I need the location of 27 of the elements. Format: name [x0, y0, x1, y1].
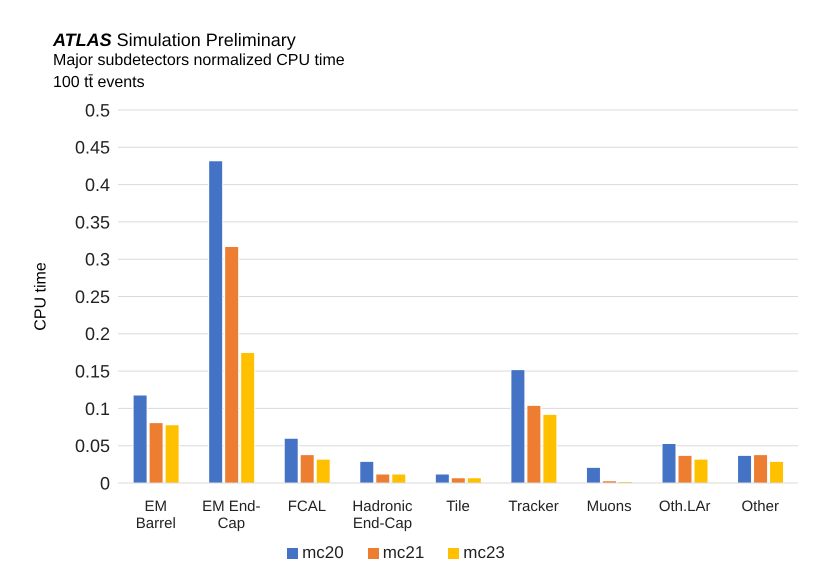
x-tick-label: FCAL	[288, 498, 326, 515]
legend-label: mc21	[382, 543, 424, 562]
legend-label: mc20	[302, 543, 344, 562]
x-tick-label: Other	[741, 498, 779, 515]
y-tick-label: 0.2	[84, 324, 110, 344]
x-tick-label: EM End-Cap	[202, 498, 261, 532]
x-tick-label: Oth.LAr	[658, 498, 711, 515]
chart-title: ATLAS Simulation Preliminary	[53, 30, 296, 50]
y-tick-label: 0.25	[74, 286, 110, 307]
y-tick-label: 0.5	[84, 100, 110, 120]
legend-label: mc23	[463, 543, 505, 562]
y-tick-label: 0	[100, 473, 110, 494]
y-tick-label: 0.15	[74, 361, 110, 382]
y-tick-label: 0.35	[74, 212, 110, 232]
y-tick-label: 0.1	[84, 398, 110, 419]
y-axis-title: CPU time	[32, 262, 50, 331]
text: 100 tt̄ events	[53, 74, 145, 92]
y-tick-label: 0.05	[74, 436, 110, 456]
y-tick-label: 0.45	[74, 138, 110, 158]
x-tick-label: Tile	[446, 498, 470, 515]
x-tick-label: Hadronic End-Cap	[352, 498, 413, 532]
chart-subtitle: Major subdetectors normalized CPU time	[53, 52, 345, 70]
x-tick-label: EM Barrel	[136, 498, 176, 532]
y-tick-label: 0.3	[84, 250, 110, 270]
x-tick-label: Muons	[586, 498, 632, 515]
y-tick-label: 0.4	[84, 174, 110, 195]
x-tick-label: Tracker	[508, 498, 559, 515]
